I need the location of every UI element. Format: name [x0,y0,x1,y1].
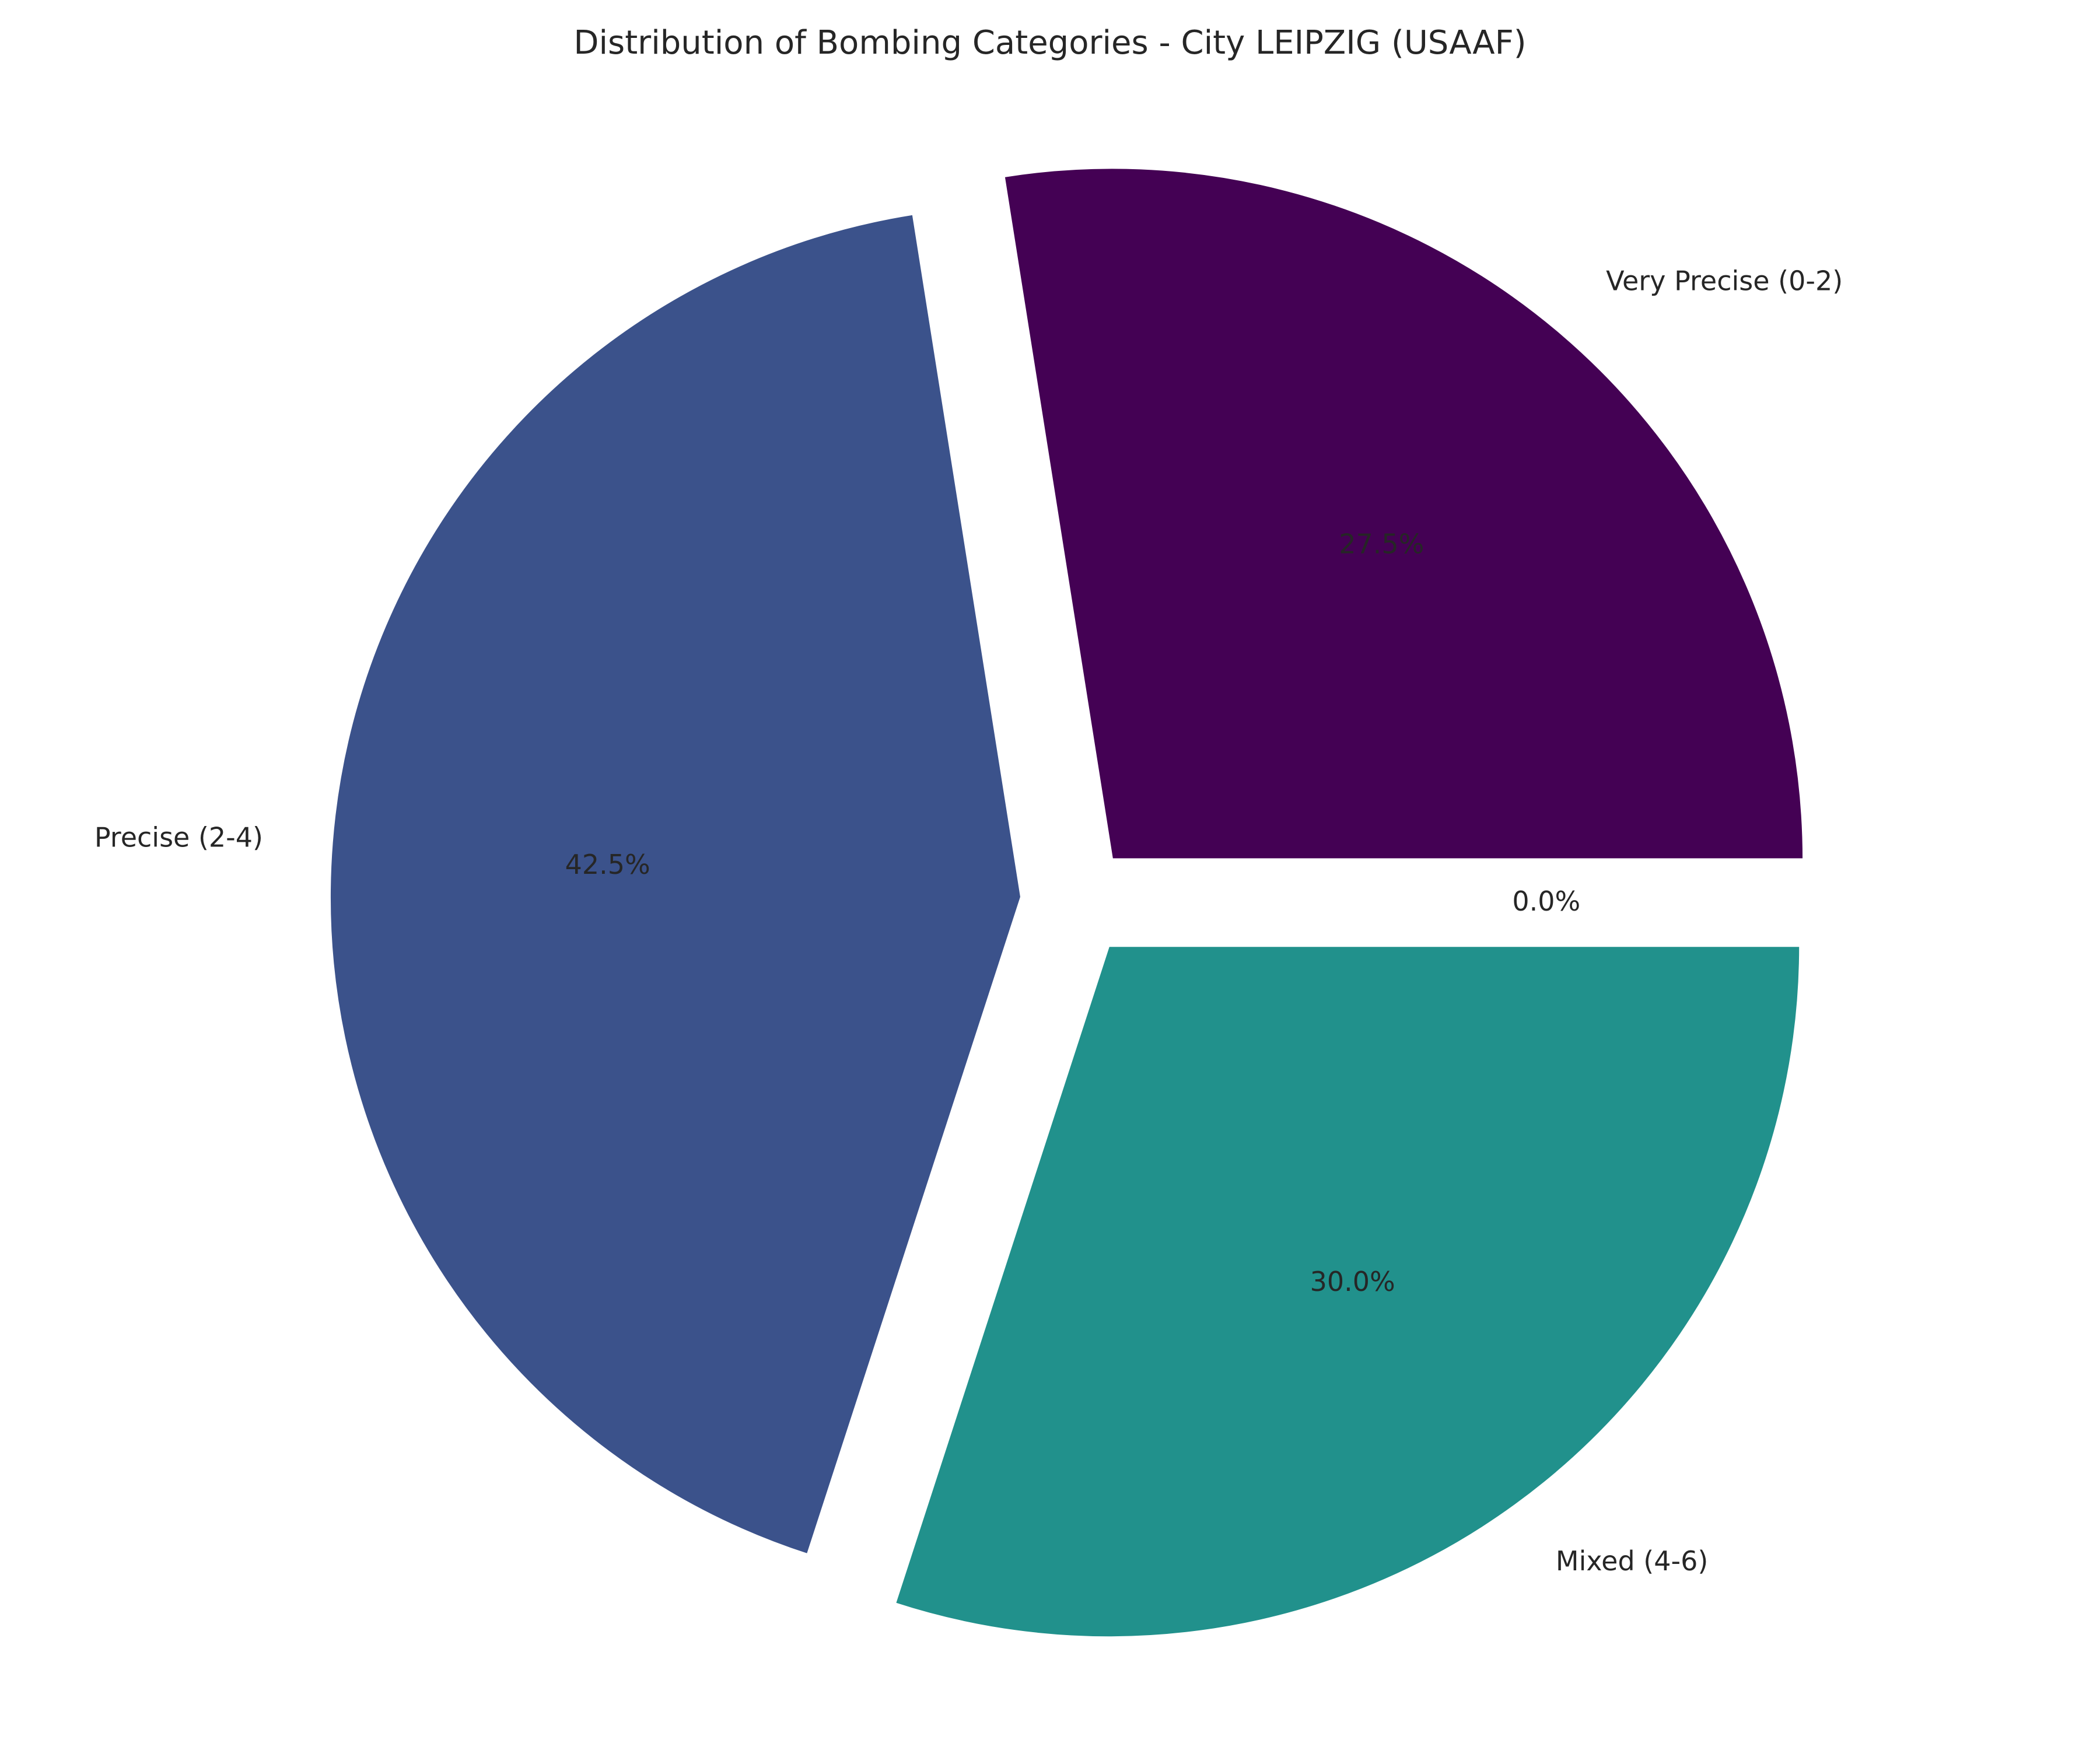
slice-label: Very Precise (0-2) [1606,265,1843,297]
slice-label: Precise (2-4) [94,821,263,853]
pie-slice [894,945,1801,1639]
slice-percent-label: 27.5% [1339,528,1424,559]
pie-slice [329,213,1023,1556]
slice-label: Mixed (4-6) [1556,1545,1708,1577]
pie-slices [329,167,1805,1639]
slice-percent-label: 0.0% [1512,886,1580,917]
chart-title: Distribution of Bombing Categories - Cit… [573,24,1526,62]
slice-percent-label: 30.0% [1310,1266,1395,1297]
pie-labels: Very Precise (0-2) 27.5% Precise (2-4) 42.5… [94,265,1843,1577]
pie-slice [1003,167,1805,860]
slice-percent-label: 42.5% [565,849,650,880]
